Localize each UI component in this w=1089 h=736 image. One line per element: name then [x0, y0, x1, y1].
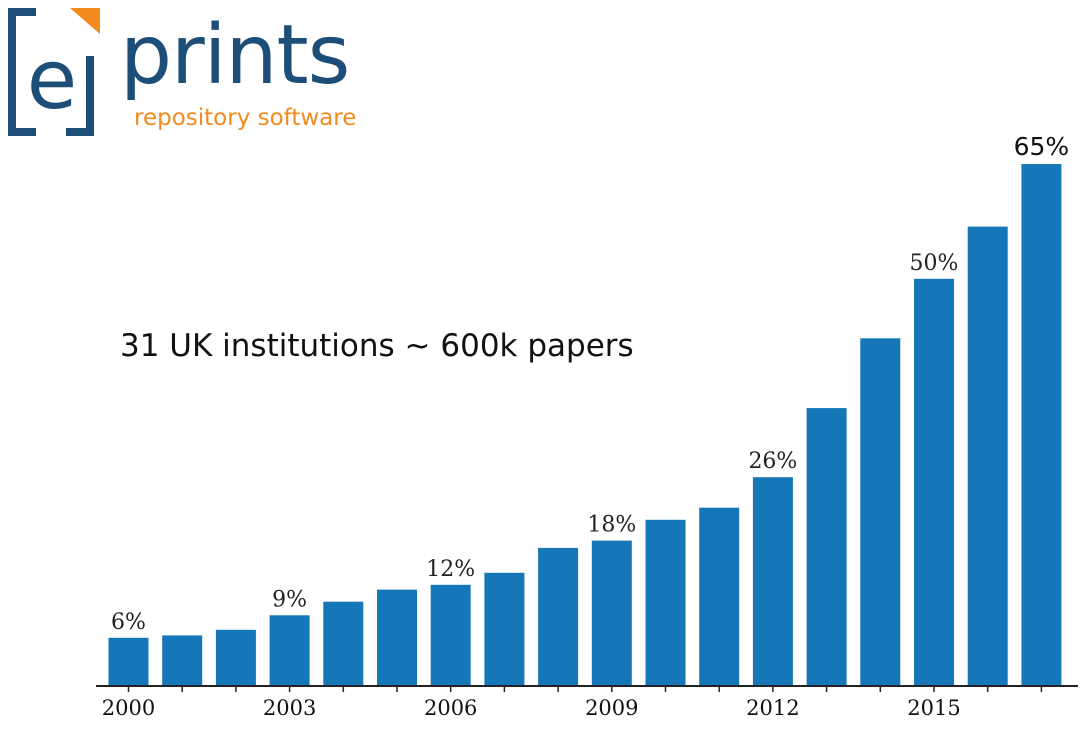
data-label-2000: 6%	[111, 610, 146, 635]
bar-2010	[645, 519, 686, 686]
bar-2004	[323, 601, 364, 686]
eprints-logo-mark: e	[8, 8, 100, 136]
bar-2012	[752, 477, 793, 686]
bar-2009	[591, 540, 632, 686]
x-tick-label-2000: 2000	[102, 696, 155, 720]
bar-2000	[108, 637, 149, 686]
logo-tagline: repository software	[134, 105, 357, 131]
data-label-2006: 12%	[426, 557, 475, 582]
x-tick-label-2006: 2006	[424, 696, 477, 720]
bar-2015	[914, 278, 954, 686]
data-label-2003: 9%	[272, 587, 307, 612]
bar-2005	[377, 589, 417, 686]
bar-2006	[430, 584, 471, 686]
bar-2003	[269, 615, 310, 686]
x-tick-label-2003: 2003	[263, 696, 316, 720]
data-label-2015: 50%	[910, 251, 959, 276]
data-label-2017: 65%	[1014, 132, 1070, 161]
data-label-group: 6% 9% 12% 18% 26% 50% 65%	[111, 132, 1069, 635]
x-tick-label-2012: 2012	[746, 696, 799, 720]
bar-2013	[806, 408, 847, 686]
bar-2014	[860, 338, 901, 686]
data-label-2009: 18%	[587, 513, 636, 538]
bar-2011	[699, 507, 740, 686]
bar-2007	[484, 572, 525, 686]
bar-group	[108, 164, 1062, 686]
x-tick-label-2015: 2015	[907, 696, 960, 720]
x-tick-group: 2000 2003 2006 2009 2012 2015	[102, 686, 1043, 720]
bar-2016	[967, 226, 1008, 686]
bar-2008	[538, 547, 579, 686]
logo-letter: e	[27, 33, 77, 128]
bar-2001	[162, 635, 203, 686]
x-tick-label-2009: 2009	[585, 696, 638, 720]
logo-wordmark: prints	[120, 8, 350, 103]
eprints-logo: e prints repository software	[0, 0, 380, 140]
data-label-2012: 26%	[748, 449, 797, 474]
chart-annotation: 31 UK institutions ~ 600k papers	[120, 328, 634, 364]
bar-2017	[1021, 164, 1062, 686]
bar-2002	[215, 629, 256, 686]
